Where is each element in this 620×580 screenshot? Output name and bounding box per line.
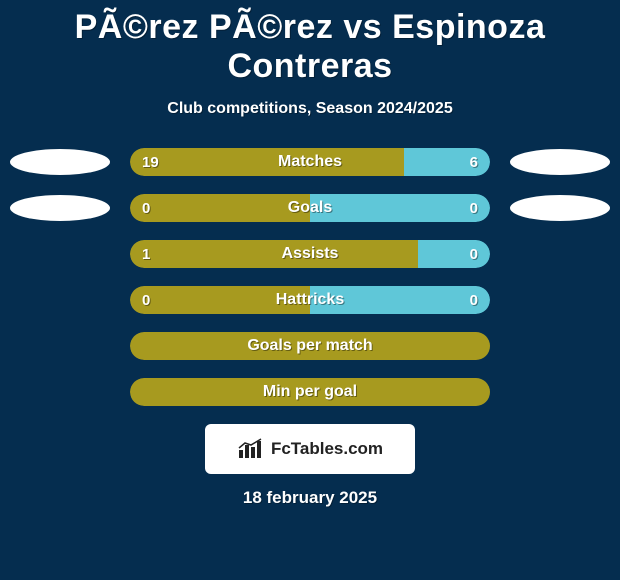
player-left-ellipse	[10, 149, 110, 175]
stat-label: Matches	[130, 148, 490, 176]
stat-bar: Min per goal	[130, 378, 490, 406]
stat-row: Assists1 0	[10, 240, 610, 268]
stat-label: Min per goal	[130, 378, 490, 406]
stat-label: Goals	[130, 194, 490, 222]
stat-value-right: 0	[470, 240, 478, 268]
player-right-ellipse	[510, 149, 610, 175]
stat-bar: Goals0 0	[130, 194, 490, 222]
comparison-infographic: PÃ©rez PÃ©rez vs Espinoza Contreras Club…	[0, 0, 620, 580]
stats-bars: Matches196Goals00Assists10Hattricks00Goa…	[0, 148, 620, 406]
logo-text: FcTables.com	[271, 439, 383, 459]
player-right-ellipse	[510, 195, 610, 221]
page-title: PÃ©rez PÃ©rez vs Espinoza Contreras	[0, 0, 620, 86]
stat-label: Assists	[130, 240, 490, 268]
stat-row: Min per goal	[10, 378, 610, 406]
stat-row: Goals per match	[10, 332, 610, 360]
stat-bar: Assists1 0	[130, 240, 490, 268]
stat-value-left: 1	[142, 240, 150, 268]
player-left-ellipse	[10, 195, 110, 221]
stat-value-right: 0	[470, 286, 478, 314]
stat-value-left: 0	[142, 286, 150, 314]
stat-value-right: 6	[470, 148, 478, 176]
subtitle: Club competitions, Season 2024/2025	[0, 100, 620, 118]
stat-row: Matches19 6	[10, 148, 610, 176]
stat-row: Hattricks0 0	[10, 286, 610, 314]
stat-row: Goals0 0	[10, 194, 610, 222]
stat-bar: Goals per match	[130, 332, 490, 360]
stat-bar: Hattricks0 0	[130, 286, 490, 314]
stat-label: Goals per match	[130, 332, 490, 360]
stat-value-left: 0	[142, 194, 150, 222]
stat-label: Hattricks	[130, 286, 490, 314]
logo-badge: FcTables.com	[205, 424, 415, 474]
chart-icon	[237, 438, 265, 460]
stat-bar: Matches19 6	[130, 148, 490, 176]
stat-value-left: 19	[142, 148, 159, 176]
stat-value-right: 0	[470, 194, 478, 222]
footer-date: 18 february 2025	[0, 488, 620, 508]
